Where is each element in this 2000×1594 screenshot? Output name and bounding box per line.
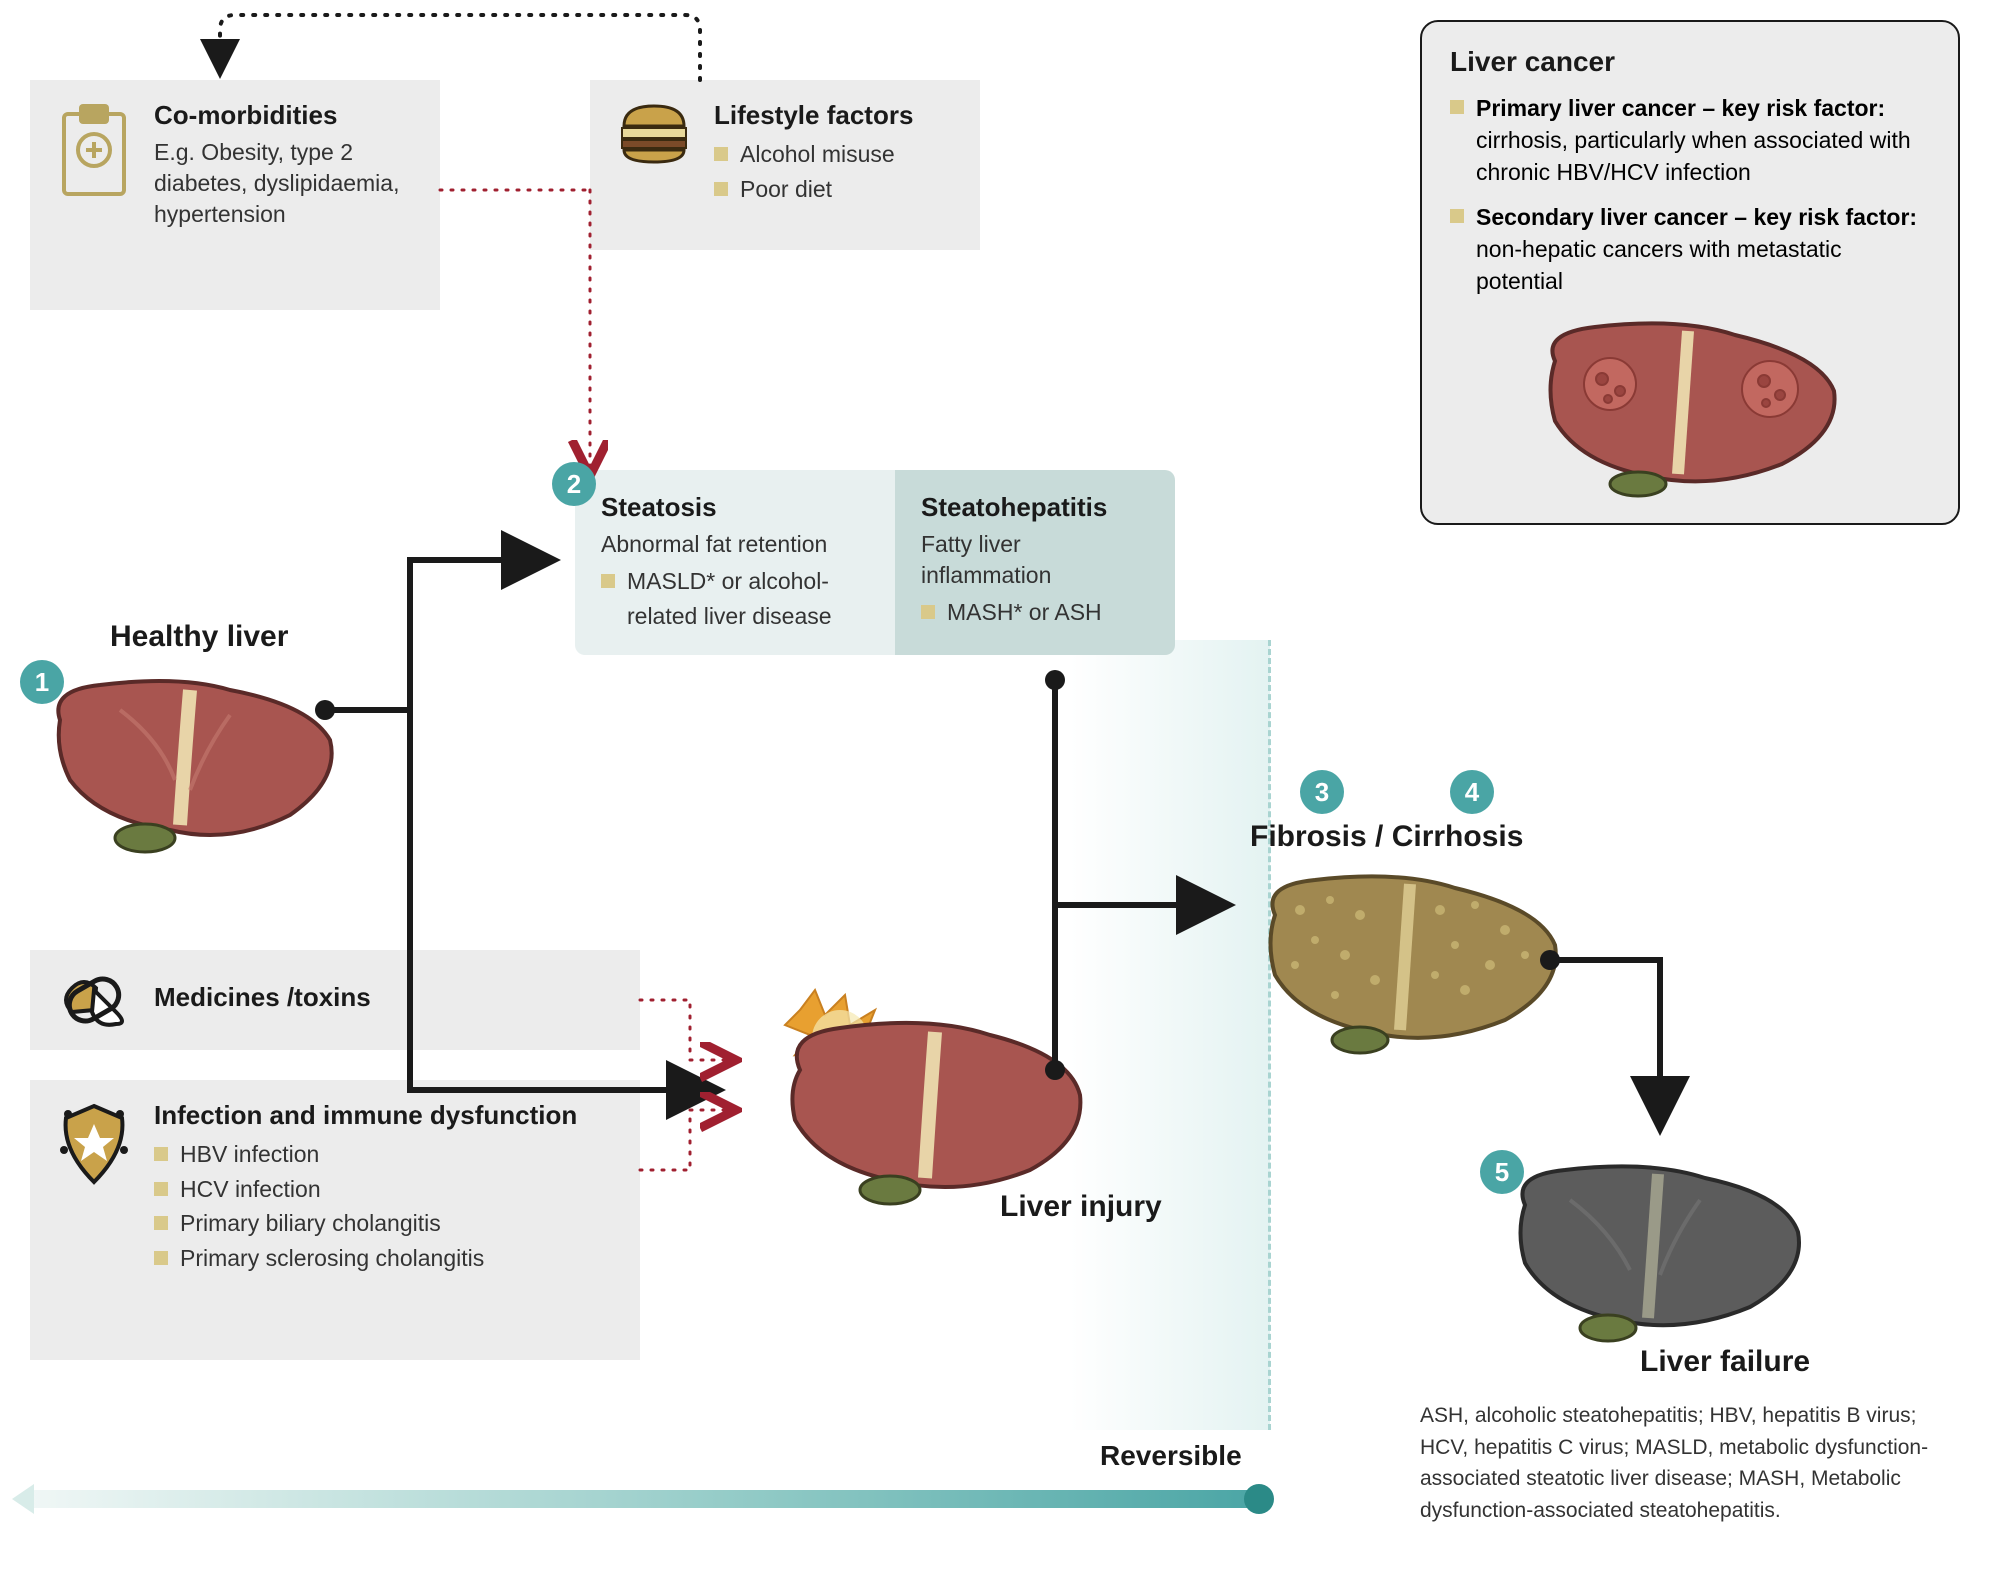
- comorbidities-text: E.g. Obesity, type 2 diabetes, dyslipida…: [154, 137, 416, 230]
- lifestyle-item: Alcohol misuse: [714, 137, 913, 172]
- badge-5: 5: [1480, 1150, 1524, 1194]
- infection-item: HCV infection: [154, 1172, 577, 1207]
- lifestyle-box: Lifestyle factors Alcohol misuse Poor di…: [590, 80, 980, 250]
- cancer-secondary: Secondary liver cancer – key risk factor…: [1450, 201, 1930, 298]
- infection-item: HBV infection: [154, 1137, 577, 1172]
- badge-2: 2: [552, 462, 596, 506]
- infection-item: Primary biliary cholangitis: [154, 1206, 577, 1241]
- steatosis-title: Steatosis: [601, 492, 869, 523]
- pill-icon: [54, 970, 134, 1030]
- steatohepatitis-title: Steatohepatitis: [921, 492, 1149, 523]
- fibrosis-label: Fibrosis / Cirrhosis: [1250, 820, 1523, 854]
- badge-1: 1: [20, 660, 64, 704]
- steatosis-box: Steatosis Abnormal fat retention MASLD* …: [575, 470, 1175, 655]
- healthy-liver-label: Healthy liver: [110, 620, 288, 654]
- cancer-primary: Primary liver cancer – key risk factor: …: [1450, 92, 1930, 189]
- cancer-title: Liver cancer: [1450, 46, 1930, 78]
- comorbidities-box: Co-morbidities E.g. Obesity, type 2 diab…: [30, 80, 440, 310]
- burger-icon: [614, 100, 694, 170]
- reversible-label: Reversible: [1100, 1440, 1242, 1472]
- infection-item: Primary sclerosing cholangitis: [154, 1241, 577, 1276]
- cirrhosis-liver-icon: [1240, 860, 1580, 1060]
- lifestyle-title: Lifestyle factors: [714, 100, 913, 131]
- liver-injury-label: Liver injury: [1000, 1190, 1162, 1224]
- medicines-title: Medicines /toxins: [154, 982, 371, 1013]
- steatosis-bullet: MASLD* or alcohol-related liver disease: [601, 564, 869, 633]
- reversible-bar: [30, 1490, 1265, 1508]
- medicines-box: Medicines /toxins: [30, 950, 640, 1050]
- infection-title: Infection and immune dysfunction: [154, 1100, 577, 1131]
- steatohepatitis-subtitle: Fatty liver inflammation: [921, 529, 1149, 591]
- liver-failure-label: Liver failure: [1640, 1345, 1810, 1379]
- cancer-liver-icon: [1520, 309, 1860, 499]
- steatohepatitis-bullet: MASH* or ASH: [921, 595, 1149, 630]
- steatosis-subtitle: Abnormal fat retention: [601, 529, 869, 560]
- abbreviations: ASH, alcoholic steatohepatitis; HBV, hep…: [1420, 1400, 1940, 1526]
- infection-box: Infection and immune dysfunction HBV inf…: [30, 1080, 640, 1360]
- comorbidities-title: Co-morbidities: [154, 100, 416, 131]
- clipboard-icon: [54, 100, 134, 200]
- lifestyle-item: Poor diet: [714, 172, 913, 207]
- badge-4: 4: [1450, 770, 1494, 814]
- liver-cancer-box: Liver cancer Primary liver cancer – key …: [1420, 20, 1960, 525]
- liver-injury-icon: [740, 980, 1100, 1210]
- shield-star-icon: [54, 1100, 134, 1190]
- liver-failure-icon: [1490, 1150, 1820, 1350]
- healthy-liver-icon: [30, 660, 350, 860]
- badge-3: 3: [1300, 770, 1344, 814]
